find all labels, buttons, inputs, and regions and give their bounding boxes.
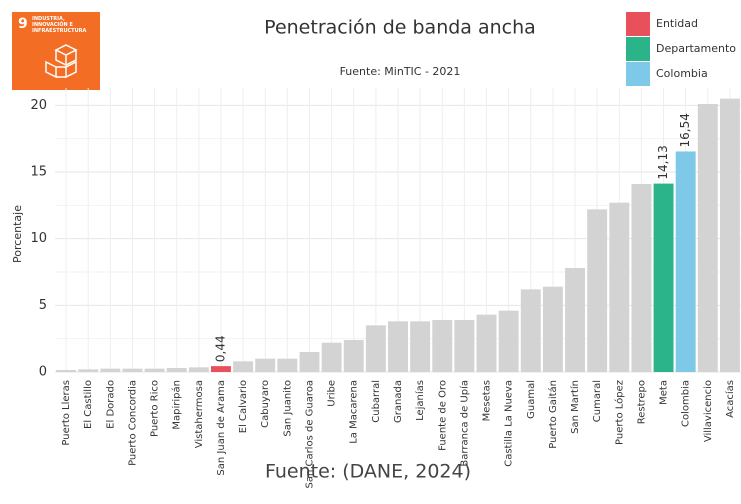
chart-subtitle: Fuente: MinTIC - 2021 [340,65,461,78]
y-tick-label: 20 [30,98,47,113]
legend-swatch [626,37,650,61]
bar [609,202,630,372]
x-tick-label: Meta [659,380,670,405]
x-tick-label: Puerto Gaitán [547,380,559,449]
bar [321,342,342,372]
x-tick-label: Guamal [526,380,537,419]
bar [255,358,276,372]
x-tick-label: Colombia [681,380,692,427]
badge-number: 9 [18,16,28,32]
y-tick-label: 5 [39,298,47,313]
x-tick-label: La Macarena [349,380,360,444]
legend-label: Entidad [656,17,698,30]
bar [144,368,165,372]
data-label: 14,13 [656,145,670,179]
y-tick-label: 0 [39,365,47,380]
bar [233,361,254,372]
x-tick-label: Cubarral [371,380,382,423]
data-label: 16,54 [678,113,692,147]
x-tick-label: Mapiripán [171,380,183,430]
data-label: 0,44 [213,335,227,362]
caption: Fuente: (DANE, 2024) [265,461,471,483]
x-tick-label: Cumaral [592,380,603,422]
bar [542,286,563,372]
y-axis-label: Porcentaje [11,205,24,263]
x-tick-label: San Carlos de Guaroa [304,380,315,489]
badge-icon [45,44,78,79]
bar [78,369,99,372]
x-tick-label: San Martín [569,380,581,434]
bar [631,184,652,372]
bar [675,151,696,372]
bar [719,98,740,373]
bar [454,320,475,372]
bar [211,366,231,372]
x-tick-label: Fuente de Oro [437,380,448,451]
bar [432,320,453,372]
x-tick-label: Puerto Lleras [61,380,72,446]
bar [299,352,320,372]
bar [166,368,187,372]
bar [122,368,143,372]
x-tick-label: Barranca de Upía [458,380,470,467]
x-tick-label: Uribe [327,380,338,407]
bar [56,370,77,372]
x-tick-label: Acacías [724,380,736,418]
x-tick-label: Lejanías [414,380,426,421]
bar [100,368,121,372]
x-tick-label: Vistahermosa [194,380,205,448]
bar [277,358,298,372]
legend-swatch [626,62,650,86]
x-tick-label: El Calvario [238,380,249,433]
x-tick-label: Puerto López [613,380,625,445]
x-tick-label: Cabuyaro [260,380,271,428]
bar [498,310,519,372]
x-tick-label: Puerto Concordia [127,380,138,466]
bar [365,325,386,372]
y-tick-label: 10 [30,231,47,246]
x-tick-label: Villavicencio [703,380,714,442]
x-tick-label: Puerto Rico [150,380,161,437]
badge-text: INDUSTRIA, INNOVACIÓN E INFRAESTRUCTURA [32,16,87,34]
x-tick-label: El Castillo [83,380,94,429]
x-tick-label: Mesetas [482,380,493,421]
bar [476,314,497,372]
bar [410,321,431,372]
x-tick-label: San Juanito [282,380,293,437]
x-tick-label: El Dorado [105,380,116,429]
x-tick-label: Castilla La Nueva [504,380,515,467]
bar [653,183,674,372]
y-tick-label: 15 [30,165,47,180]
x-tick-label: Granada [393,380,404,423]
bar [697,104,718,372]
bar [587,209,608,372]
bar [343,340,364,372]
bar [565,268,585,372]
x-tick-label: Restrepo [636,380,647,424]
legend-swatch [626,12,650,36]
legend-label: Departamento [656,42,736,55]
legend-label: Colombia [656,67,708,80]
x-tick-label: San Juan de Arama [216,380,227,476]
bar [188,367,209,372]
badge-text-box: INDUSTRIA, INNOVACIÓN E INFRAESTRUCTURA [32,16,87,34]
bar [520,289,541,372]
bar [388,321,408,372]
chart-title: Penetración de banda ancha [264,17,536,39]
